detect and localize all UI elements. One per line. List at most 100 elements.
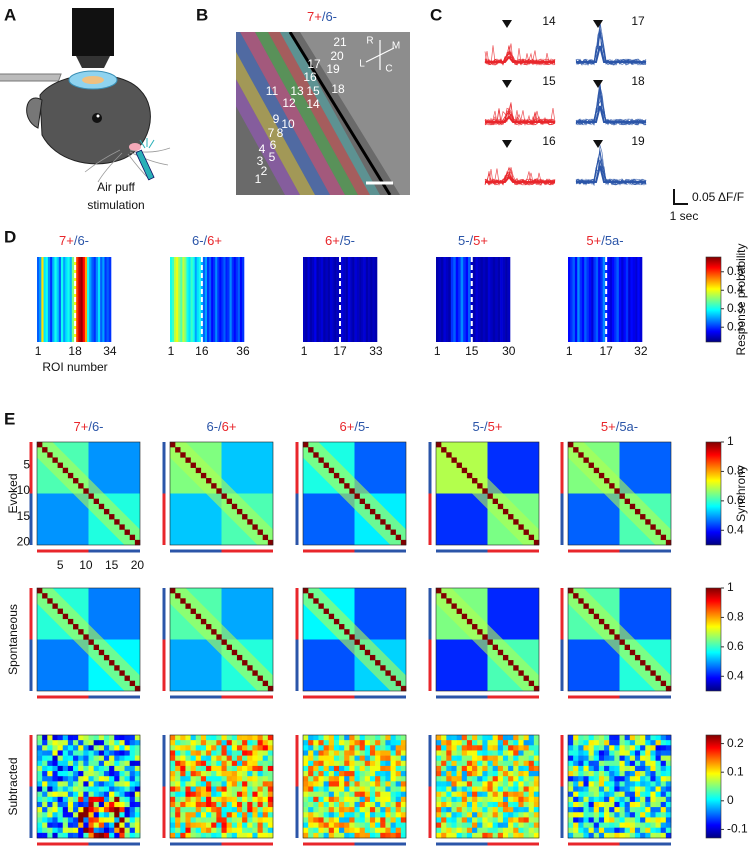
matrix-cell (395, 735, 402, 741)
matrix-cell (578, 781, 584, 787)
roi-stripe (586, 257, 590, 342)
matrix-cell (359, 745, 366, 751)
matrix-cell (349, 765, 355, 772)
matrix-cell (466, 791, 473, 798)
matrix-cell (262, 807, 269, 813)
matrix-diagonal (42, 447, 48, 453)
matrix-cell (528, 781, 535, 787)
matrix-cell (614, 812, 620, 818)
matrix-cell (578, 771, 584, 777)
matrix-cell (247, 786, 253, 792)
matrix-cell (369, 822, 376, 828)
matrix-cell (380, 735, 386, 741)
matrix-cell (103, 735, 110, 741)
matrix-cell (262, 791, 269, 798)
matrix-cell (328, 776, 335, 782)
panel-title: 5-/5+ (458, 233, 488, 248)
matrix-cell (441, 807, 447, 813)
matrix-cell (619, 740, 625, 746)
trace-label: 18 (631, 74, 645, 88)
matrix-cell (303, 745, 309, 751)
matrix-cell (98, 796, 105, 803)
roi-stripe (198, 257, 202, 342)
roi-stripe (495, 257, 498, 342)
matrix-cell (200, 750, 207, 756)
matrix-cell (640, 735, 646, 741)
matrix-cell (328, 791, 335, 798)
matrix-diagonal (303, 442, 309, 448)
stimulus-marker (502, 140, 512, 148)
matrix-cell (395, 796, 402, 803)
matrix-cell (497, 832, 504, 839)
matrix-cell (67, 745, 74, 751)
matrix-cell (67, 760, 74, 767)
matrix-cell (456, 755, 463, 762)
matrix-cell (78, 822, 84, 828)
matrix-cell (124, 796, 130, 803)
matrix-cell (441, 817, 447, 823)
row-label: Subtracted (6, 757, 20, 815)
matrix-cell (528, 786, 535, 792)
matrix-cell (472, 807, 478, 813)
matrix-cell (578, 755, 584, 762)
matrix-cell (62, 755, 69, 762)
matrix-cell (73, 786, 79, 792)
matrix-cell (206, 771, 212, 777)
title-part: /5- (340, 233, 355, 248)
matrix-cell (119, 796, 125, 803)
matrix-cell (236, 745, 243, 751)
matrix-cell (395, 765, 402, 772)
matrix-cell (482, 776, 488, 782)
matrix-cell (262, 771, 269, 777)
matrix-cell (185, 827, 191, 834)
matrix-cell (88, 745, 94, 751)
matrix-cell (655, 796, 661, 803)
matrix-cell (533, 740, 540, 746)
matrix-cell (359, 796, 366, 803)
matrix-cell (124, 760, 130, 767)
matrix-cell (47, 776, 53, 782)
matrix-diagonal (619, 493, 625, 499)
matrix-cell (308, 745, 314, 751)
matrix-cell (313, 765, 319, 772)
matrix-cell (221, 791, 227, 798)
matrix-cell (339, 807, 345, 813)
title-part: /6- (88, 419, 103, 434)
matrix-cell (185, 807, 191, 813)
matrix-diagonal (103, 508, 110, 515)
matrix-diagonal (190, 608, 196, 614)
matrix-cell (533, 832, 540, 839)
matrix-cell (57, 827, 64, 834)
matrix-diagonal (83, 634, 89, 640)
matrix-diagonal (578, 452, 584, 458)
matrix-cell (267, 812, 274, 818)
compass-label: M (392, 41, 400, 52)
panel-title: 6+/5- (325, 233, 355, 248)
matrix-cell (119, 822, 125, 828)
matrix-cell (339, 776, 345, 782)
matrix-cell (466, 786, 473, 792)
matrix-cell (614, 832, 620, 839)
matrix-diagonal (650, 670, 656, 676)
panel-title: 7+/6- (74, 419, 104, 434)
matrix-cell (170, 801, 176, 808)
matrix-diagonal (339, 478, 345, 484)
title-part: 6-/ (207, 419, 223, 434)
matrix-cell (573, 786, 579, 792)
matrix-cell (236, 750, 243, 756)
matrix-cell (221, 796, 227, 803)
matrix-cell (129, 812, 136, 818)
matrix-cell (37, 745, 43, 751)
matrix-diagonal (231, 649, 238, 656)
matrix-cell (375, 817, 381, 823)
matrix-cell (231, 735, 238, 741)
matrix-cell (333, 760, 340, 767)
matrix-cell (308, 755, 314, 762)
matrix-cell (221, 827, 227, 834)
matrix-cell (231, 776, 238, 782)
matrix-cell (185, 740, 191, 746)
matrix-cell (185, 822, 191, 828)
matrix-cell (477, 755, 483, 762)
matrix-cell (73, 796, 79, 803)
matrix-cell (604, 776, 610, 782)
